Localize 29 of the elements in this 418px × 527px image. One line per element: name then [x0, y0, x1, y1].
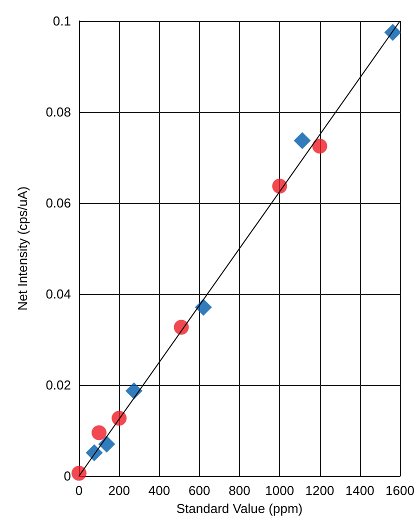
y-tick-label: 0 — [64, 468, 71, 484]
x-tick-label: 1200 — [305, 483, 334, 498]
y-tick-label: 0.1 — [52, 14, 71, 28]
x-tick-label: 200 — [108, 483, 130, 498]
y-axis-title: Net Intensity (cps/uA) — [15, 186, 30, 311]
point — [294, 132, 311, 150]
x-axis-title: Standard Value (ppm) — [176, 501, 303, 516]
point — [272, 178, 288, 194]
x-tick-label: 1600 — [386, 483, 414, 498]
point — [92, 425, 107, 440]
point — [125, 382, 142, 400]
x-tick-label: 1400 — [345, 483, 374, 498]
point — [194, 298, 212, 316]
point — [174, 320, 189, 335]
point — [98, 436, 116, 453]
y-tick-label: 0.04 — [46, 286, 71, 302]
x-tick-label: 400 — [148, 483, 170, 498]
point — [86, 444, 103, 462]
point — [384, 24, 402, 41]
x-tick-label: 800 — [228, 483, 250, 498]
y-tick-label: 0.08 — [46, 104, 71, 120]
point — [112, 410, 127, 426]
point — [312, 138, 328, 154]
point — [72, 466, 86, 481]
x-tick-label: 600 — [188, 483, 210, 498]
x-tick-label: 1000 — [265, 483, 294, 498]
y-tick-label: 0.02 — [46, 378, 71, 392]
y-tick-label: 0.06 — [46, 196, 71, 210]
x-tick-label: 0 — [75, 483, 83, 498]
